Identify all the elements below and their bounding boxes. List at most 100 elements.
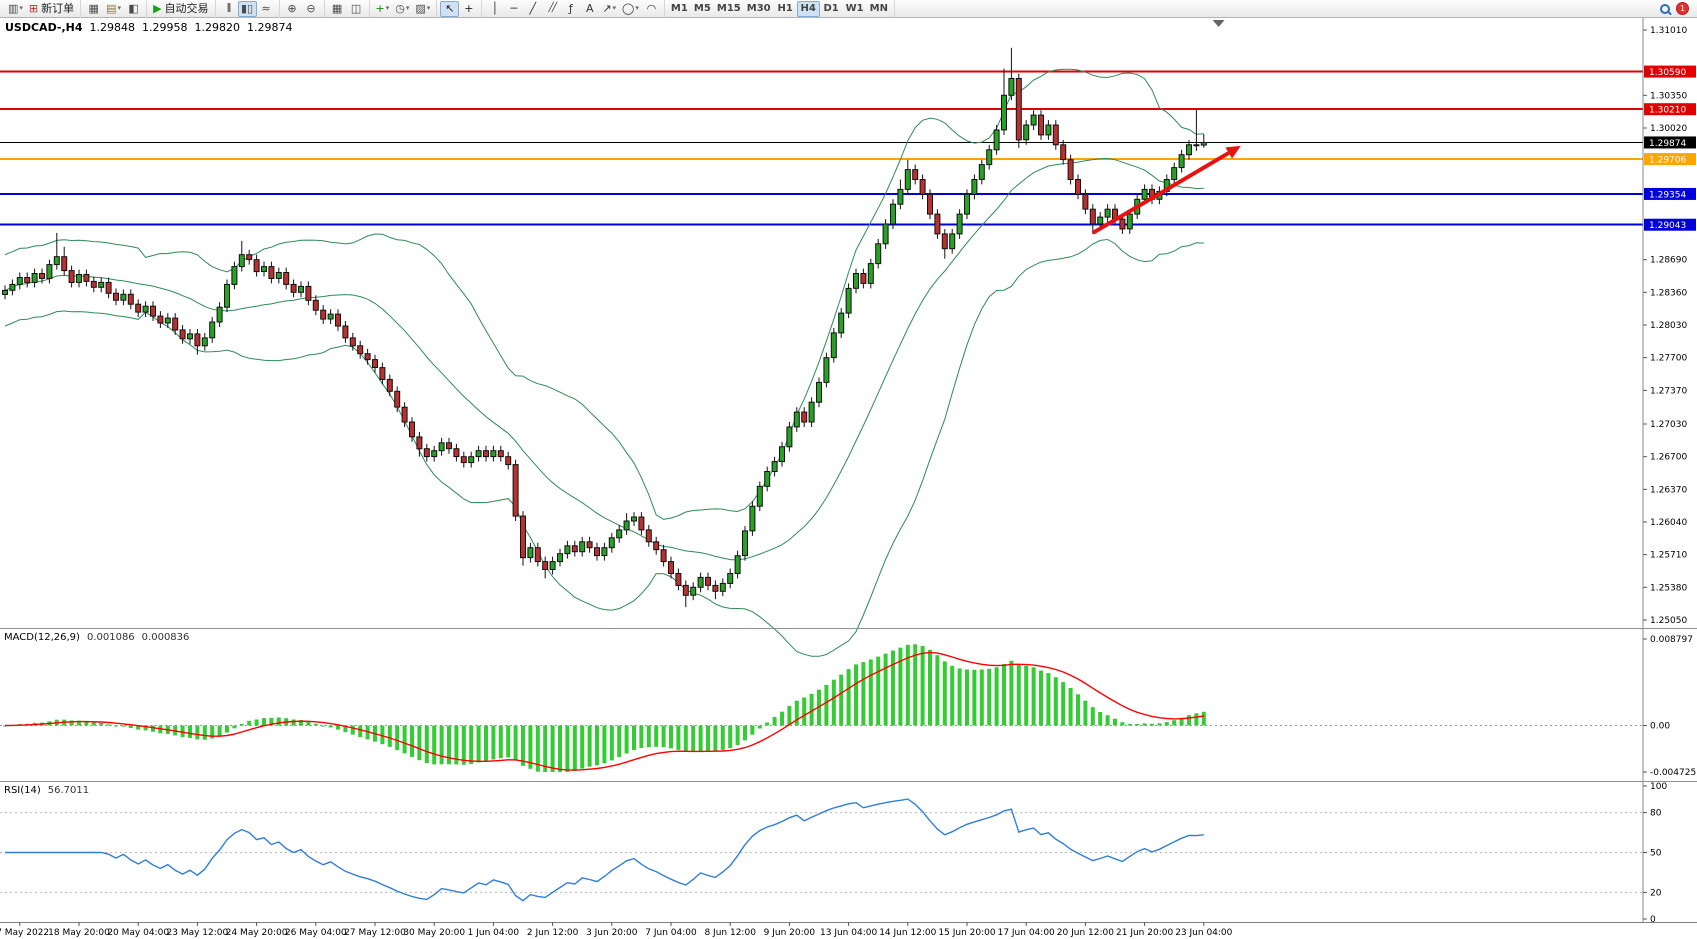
price-tick-label: 1.26700	[1650, 453, 1687, 463]
dropdown-caret-icon: ▾	[635, 4, 639, 12]
price-label-box	[1644, 187, 1696, 200]
main-chart-panel[interactable]	[0, 20, 1643, 657]
zoom-out-button[interactable]: ⊖	[302, 1, 321, 17]
price-label-box	[1644, 65, 1696, 78]
fibonacci-icon: ƒ	[568, 2, 573, 15]
time-axis-label: 20 Jun 12:00	[1057, 928, 1114, 938]
price-label: 1.30210	[1649, 106, 1686, 116]
dropdown-caret-icon: ▾	[405, 4, 410, 12]
trend-arrow-head	[1225, 145, 1241, 159]
timeframe-w1-button[interactable]: W1	[845, 2, 864, 14]
cursor-button[interactable]: ↖	[440, 0, 460, 17]
time-axis-label: 23 Jun 04:00	[1175, 928, 1232, 938]
tile-windows-icon: ▦	[331, 2, 343, 15]
price-label: 1.29874	[1649, 139, 1686, 149]
timeframe-h1-button[interactable]: H1	[777, 2, 793, 14]
candles	[2, 47, 1207, 608]
data-window-button[interactable]: ◧	[124, 1, 143, 17]
periods-button[interactable]: ◷ ▾	[392, 1, 412, 17]
dropdown-caret-icon: ▾	[19, 4, 23, 12]
notification-badge[interactable]: 1	[1676, 2, 1689, 15]
templates-button[interactable]: ▨ ▾	[412, 1, 433, 17]
time-axis-label: 23 May 12:00	[167, 928, 229, 938]
timeframe-h4-button[interactable]: H4	[796, 0, 820, 17]
cascade-windows-button[interactable]: ◫	[347, 1, 366, 17]
timeframe-d1-button[interactable]: D1	[823, 2, 839, 14]
bollinger-middle-band	[4, 157, 1204, 561]
horizontal-line-icon: ─	[510, 2, 518, 15]
timeframe-m30-button[interactable]: M30	[746, 2, 771, 14]
tile-windows-button[interactable]: ▦	[328, 1, 347, 17]
shapes-button[interactable]: ◯ ▾	[619, 1, 642, 17]
new-chart-button[interactable]: ▥ ▾	[5, 1, 26, 17]
price-tick-label: 1.25710	[1650, 551, 1687, 561]
chart-windows-button[interactable]: ▦	[84, 1, 103, 17]
rsi-line	[5, 798, 1204, 902]
rsi-axis-label: 80	[1650, 809, 1662, 819]
search-icon[interactable]	[1660, 3, 1670, 14]
group-file: ▥ ▾ ⊞ 新订单	[2, 0, 82, 18]
text-button[interactable]: A	[580, 1, 599, 17]
line-chart-button[interactable]: ≈	[257, 1, 276, 17]
channel-icon: ╱╱	[548, 3, 557, 13]
time-axis-label: 26 May 04:00	[285, 928, 347, 938]
macd-panel[interactable]: 0.008797 0.00 -0.004725	[0, 635, 1696, 778]
price-label-box	[1644, 218, 1696, 231]
zoom-in-button[interactable]: ⊕	[283, 1, 302, 17]
price-tick-label: 1.27030	[1650, 420, 1687, 430]
vertical-line-button[interactable]: │	[485, 1, 504, 17]
chart-area[interactable]: 1.31010 1.30350 1.30020 1.28690 1.28360 1.280…	[0, 18, 1697, 939]
timeframe-mn-button[interactable]: MN	[869, 2, 888, 14]
rsi-axis-label: 100	[1650, 782, 1667, 792]
candlestick-chart-icon: ▮▯	[240, 2, 254, 15]
price-axis[interactable]: 1.31010 1.30350 1.30020 1.28690 1.28360 1.280…	[1642, 18, 1696, 922]
timeframe-m15-button[interactable]: M15	[716, 2, 741, 14]
trendline-button[interactable]: ╱	[523, 1, 542, 17]
zoom-out-icon: ⊖	[306, 2, 316, 15]
timeframe-m1-button[interactable]: M1	[670, 2, 688, 14]
chart-shift-marker[interactable]	[1212, 20, 1225, 27]
group-zoom: ⊕ ⊖	[280, 0, 325, 18]
bar-chart-button[interactable]: |||	[219, 1, 238, 17]
price-tick-label: 1.31010	[1650, 26, 1687, 36]
time-axis-label: 14 Jun 12:00	[879, 928, 936, 938]
channel-button[interactable]: ╱╱	[542, 1, 561, 17]
group-chart-type: ||| ▮▯ ≈	[216, 0, 280, 18]
price-tick-label: 1.25380	[1650, 583, 1687, 593]
time-axis-label: 2 Jun 12:00	[527, 928, 579, 938]
horizontal-line-button[interactable]: ─	[504, 1, 523, 17]
price-label-box	[1644, 153, 1696, 166]
rsi-axis-label: 20	[1650, 888, 1662, 898]
trend-arrow[interactable]	[1091, 151, 1230, 235]
price-label: 1.29706	[1649, 156, 1686, 166]
fibonacci-button[interactable]: ƒ	[561, 1, 580, 17]
crosshair-button[interactable]: +	[459, 1, 478, 17]
cursor-icon: ↖	[445, 2, 455, 15]
autotrading-button[interactable]: ▶ 自动交易	[150, 1, 211, 17]
arrows-button[interactable]: ↗ ▾	[599, 1, 619, 17]
candlestick-chart-button[interactable]: ▮▯	[237, 0, 257, 17]
cycle-lines-icon: ◠	[646, 2, 657, 15]
toolbar-right: 1	[1660, 2, 1695, 15]
time-axis-label: 3 Jun 20:00	[586, 928, 638, 938]
time-axis-label: 21 Jun 20:00	[1116, 928, 1173, 938]
time-axis-label: 18 May 20:00	[48, 928, 110, 938]
group-objects: │ ─ ╱ ╱╱ ƒ A ↗ ▾ ◯ ▾ ◠	[482, 0, 665, 18]
macd-axis-label: 0.00	[1650, 722, 1670, 732]
timeframe-m5-button[interactable]: M5	[693, 2, 711, 14]
indicators-button[interactable]: + ▾	[373, 1, 393, 17]
new-order-button[interactable]: ⊞ 新订单	[26, 1, 77, 17]
trendline-icon: ╱	[529, 2, 537, 15]
rsi-panel[interactable]: 100 80 50 20 0	[0, 782, 1667, 925]
price-label: 1.30590	[1649, 68, 1686, 78]
time-axis-label: 17 May 2022	[0, 928, 49, 938]
new-chart-icon: ▥	[8, 2, 19, 15]
macd-axis-label: -0.004725	[1650, 768, 1696, 778]
cycle-lines-button[interactable]: ◠	[642, 1, 661, 17]
profiles-button[interactable]: ▤ ▾	[103, 1, 124, 17]
indicators-icon: +	[375, 2, 385, 15]
dropdown-caret-icon: ▾	[426, 4, 431, 12]
chart-canvas[interactable]: 1.31010 1.30350 1.30020 1.28690 1.28360 1.280…	[0, 18, 1697, 939]
group-cursor: ↖ +	[437, 0, 483, 18]
